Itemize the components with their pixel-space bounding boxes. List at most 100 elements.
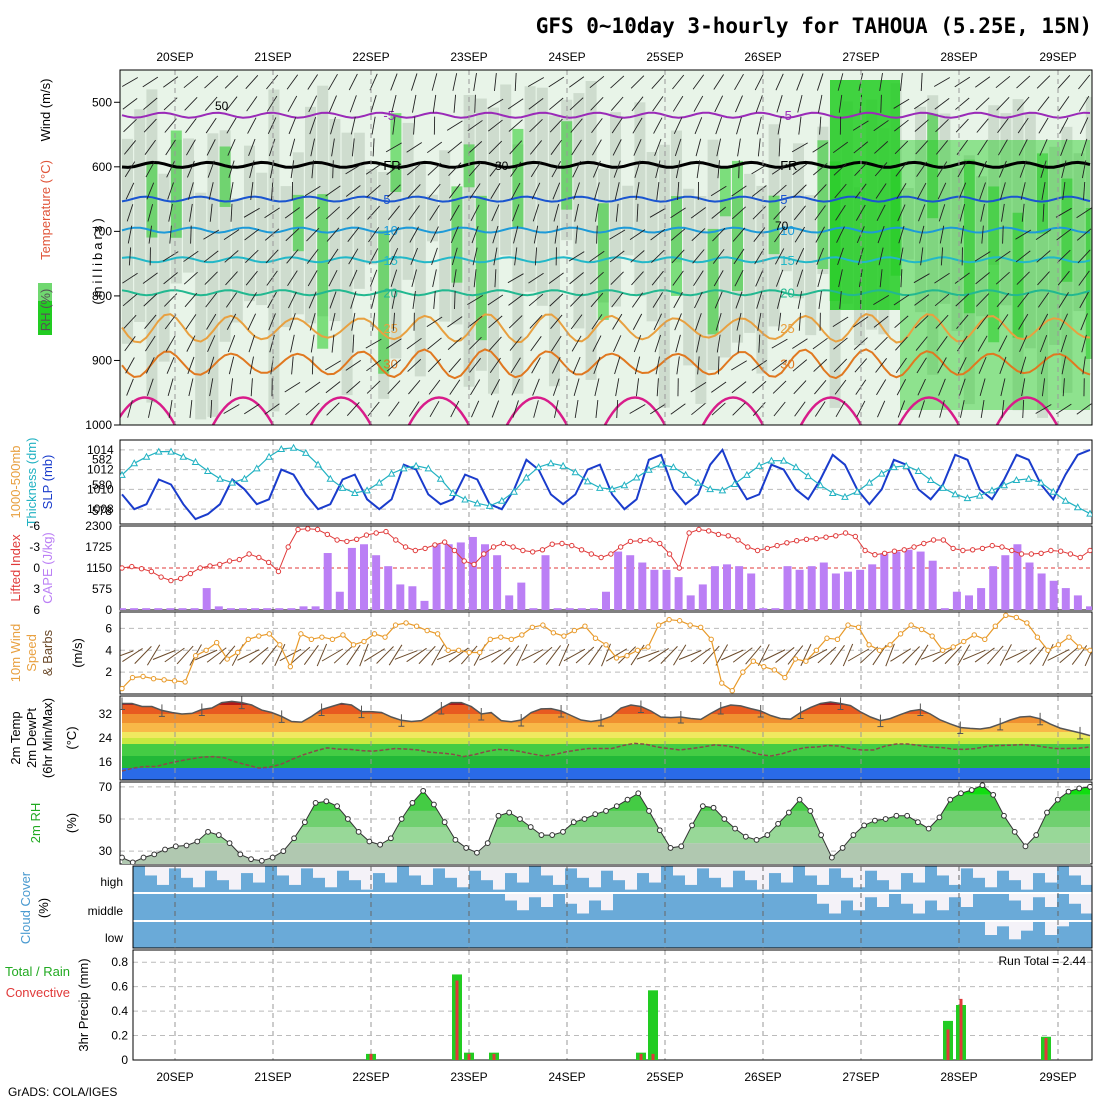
wind-barb (755, 269, 764, 287)
isotherm-label: -5 (383, 108, 395, 123)
precip-convective-bar (467, 1053, 471, 1060)
wind-barb (447, 316, 463, 328)
li-marker (793, 538, 800, 544)
thickness-marker (1073, 503, 1082, 511)
wind-barb (997, 118, 1009, 134)
temp2m-axis-label-3: (6hr Min/Max) (40, 698, 55, 778)
wind-speed-marker (834, 636, 841, 643)
wind-speed-marker (508, 636, 515, 643)
wind-barb (230, 203, 233, 222)
wind-barb (873, 120, 889, 132)
lifted-index-axis-label: Lifted Index (8, 534, 23, 602)
wind-barb (261, 645, 278, 665)
wind-barb (469, 358, 481, 373)
rh-moist-column (793, 143, 804, 299)
wind-barb (531, 182, 541, 200)
rh-marker (656, 827, 663, 834)
rh-marker (581, 816, 588, 822)
wind-barb (325, 360, 341, 371)
li-marker (265, 559, 272, 566)
wind-barb (264, 403, 280, 415)
wind-barb (960, 225, 964, 244)
wind-barb (772, 380, 787, 394)
wind-barb (595, 400, 599, 418)
cape-bar (263, 608, 272, 610)
rh-saturated-patch (451, 186, 463, 283)
cape-bar (481, 544, 489, 610)
wind-barb (773, 205, 786, 220)
wind-speed-marker (319, 634, 325, 640)
rh-saturated-patch (219, 146, 231, 207)
wind-10m-panel: 642 10m Wind Speed & Barbs (m/s) (8, 611, 1093, 695)
wind-barb (528, 272, 544, 284)
wind-barb (528, 293, 544, 307)
isotherm-label: 30 (780, 357, 794, 372)
wind-barb (165, 139, 176, 156)
wind-speed-marker (697, 624, 704, 631)
wind-barb (999, 182, 1006, 200)
wind-barb (387, 205, 400, 221)
wind-barb (631, 292, 644, 308)
li-marker (285, 544, 291, 550)
pressure-tick-label: 900 (92, 353, 112, 367)
li-marker (754, 547, 761, 554)
lifted-index-line (120, 526, 1092, 584)
thickness-marker (265, 452, 273, 460)
rh-band (122, 827, 1090, 844)
wind-barb (649, 207, 666, 218)
cape-bar (989, 566, 998, 610)
wind-barb (937, 182, 947, 200)
isotherm-line (309, 396, 373, 425)
wind-barb (388, 226, 400, 243)
rh-marker (517, 816, 523, 822)
wind-barb (204, 75, 219, 89)
wind-speed-marker (150, 675, 157, 682)
wind-barb (1059, 646, 1079, 664)
wind-barb (717, 356, 720, 375)
precip-tick-label: 0.6 (111, 980, 128, 994)
cloud-fraction-bar (745, 866, 757, 881)
wind-barb (733, 248, 745, 265)
wind-barb (857, 247, 864, 266)
wind-barb (713, 270, 724, 287)
wind-barb (873, 315, 889, 328)
wind-barb (553, 400, 559, 418)
wind-barb (122, 648, 143, 662)
cape-bar (202, 588, 211, 610)
wind-barb (652, 292, 663, 308)
wind-barb (771, 163, 788, 175)
wind-barb (206, 647, 227, 663)
temp-tick-label: 16 (99, 755, 113, 769)
wind-barb (265, 249, 279, 264)
wind-barb (408, 401, 420, 417)
li-marker (735, 537, 741, 543)
wind-barb (693, 270, 704, 286)
wind-barb (691, 402, 706, 416)
wind-barb (369, 269, 378, 287)
li-marker (177, 575, 184, 582)
wind-barb (134, 646, 152, 664)
wind-barb (674, 138, 682, 157)
date-label-bottom: 21SEP (254, 1070, 291, 1084)
li-marker (520, 547, 526, 554)
wind-barb (874, 162, 888, 177)
rh-marker (968, 787, 975, 793)
wind-barb (165, 335, 176, 352)
wind-barb (310, 138, 316, 157)
wind-barb (1081, 160, 1087, 179)
temperature-axis-label: Temperature (°C) (38, 160, 53, 260)
wind-barb (229, 378, 234, 397)
wind-barb (778, 312, 782, 331)
thickness-marker (1012, 476, 1021, 484)
wind-barb (592, 335, 602, 352)
wind-barb (572, 356, 581, 374)
temp-band (122, 756, 1090, 768)
cape-bar (650, 569, 659, 610)
wind-barb (166, 356, 175, 374)
wind-barb (148, 225, 152, 244)
wind-barb (571, 139, 582, 156)
cloud-fraction-bar (277, 866, 289, 876)
wind-barb (189, 203, 193, 222)
wind-barb (188, 378, 194, 397)
